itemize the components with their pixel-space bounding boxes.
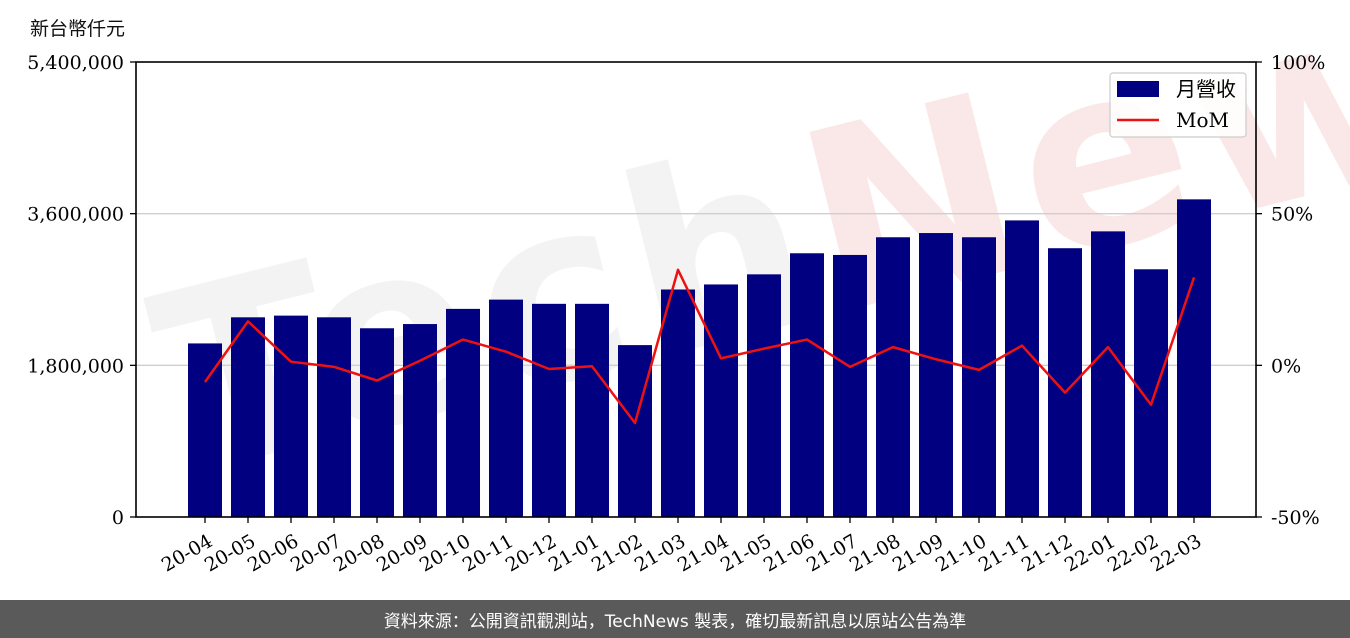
legend-label: MoM <box>1176 108 1229 132</box>
bar-21-08 <box>876 237 910 517</box>
source-footer: 資料來源：公開資訊觀測站，TechNews 製表，確切最新訊息以原站公告為準 <box>0 600 1350 638</box>
bar-21-03 <box>661 289 695 517</box>
bar-20-12 <box>532 303 566 517</box>
y-axis-unit-label: 新台幣仟元 <box>30 18 126 40</box>
bar-21-10 <box>962 237 996 517</box>
bar-21-02 <box>618 345 652 517</box>
bar-20-04 <box>188 343 222 517</box>
legend-label: 月營收 <box>1176 77 1236 101</box>
plot-frame <box>135 61 1257 518</box>
right-tick-label: -50% <box>1271 507 1320 529</box>
right-tick-label: 50% <box>1271 204 1313 226</box>
bar-22-01 <box>1091 231 1125 517</box>
bar-22-02 <box>1134 269 1168 517</box>
bar-21-12 <box>1048 248 1082 518</box>
bar-20-06 <box>274 315 308 517</box>
bar-21-07 <box>833 254 867 517</box>
bar-20-08 <box>360 328 394 517</box>
revenue-chart: 0 1,800,000 3,600,000 5,400,000 -50% 0% 50% 100… <box>27 52 1325 576</box>
bar-21-06 <box>790 253 824 517</box>
left-tick-label: 0 <box>112 507 124 529</box>
bar-20-09 <box>403 324 437 517</box>
left-tick-label: 5,400,000 <box>27 52 124 74</box>
bar-20-07 <box>317 317 351 517</box>
right-tick-label: 0% <box>1271 355 1301 377</box>
bar-21-11 <box>1005 220 1039 517</box>
footer-text: 資料來源：公開資訊觀測站，TechNews 製表，確切最新訊息以原站公告為準 <box>383 611 967 632</box>
legend-swatch-bar <box>1117 81 1159 97</box>
bar-21-09 <box>919 233 953 517</box>
bar-21-01 <box>575 303 609 517</box>
bar-21-04 <box>704 284 738 517</box>
bar-21-05 <box>747 274 781 517</box>
x-tick-label-22-03: 22-03 <box>1147 530 1205 576</box>
bar-22-03 <box>1177 199 1211 517</box>
right-tick-label: 100% <box>1271 52 1325 74</box>
left-tick-label: 3,600,000 <box>27 204 124 226</box>
bar-20-11 <box>489 299 523 517</box>
left-tick-label: 1,800,000 <box>27 355 124 377</box>
mom-line <box>203 268 1196 425</box>
bar-20-05 <box>231 317 265 517</box>
